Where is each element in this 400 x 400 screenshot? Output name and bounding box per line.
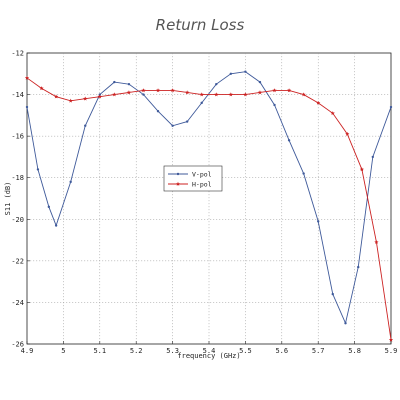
plot-frame xyxy=(26,52,392,345)
data-point-v-pol xyxy=(215,82,218,86)
data-point-h-pol xyxy=(24,75,30,80)
legend-marker-h-pol xyxy=(175,181,181,186)
y-tick-label: -20 xyxy=(11,216,24,224)
y-axis-label: S11 (dB) xyxy=(4,182,12,216)
data-point-h-pol xyxy=(345,131,350,136)
data-point-v-pol xyxy=(127,82,131,86)
data-point-h-pol xyxy=(170,88,175,93)
data-point-v-pol xyxy=(25,105,29,109)
data-point-v-pol xyxy=(287,139,291,142)
chart-title: Return Loss xyxy=(155,16,245,34)
data-point-v-pol xyxy=(36,168,40,171)
x-tick-label: 5.7 xyxy=(312,347,325,355)
data-point-h-pol xyxy=(199,92,204,97)
series-layer xyxy=(24,70,394,342)
data-point-v-pol xyxy=(113,80,116,84)
data-point-v-pol xyxy=(156,110,160,113)
x-tick-label: 5.2 xyxy=(130,347,143,355)
data-point-h-pol xyxy=(243,92,248,97)
y-tick-label: -16 xyxy=(11,133,24,141)
data-point-h-pol xyxy=(39,86,44,91)
data-point-h-pol xyxy=(83,96,88,101)
data-point-h-pol xyxy=(388,337,394,342)
x-tick-label: 5.6 xyxy=(275,347,288,355)
data-point-h-pol xyxy=(286,88,292,93)
data-point-h-pol xyxy=(126,90,132,95)
data-point-v-pol xyxy=(331,292,334,296)
y-tick-label: -24 xyxy=(11,299,24,307)
data-point-v-pol xyxy=(273,103,276,107)
x-tick-label: 4.9 xyxy=(21,347,34,355)
data-point-h-pol xyxy=(112,92,117,97)
data-point-v-pol xyxy=(371,155,374,159)
y-tick-label: -22 xyxy=(11,257,24,265)
data-point-h-pol xyxy=(316,100,321,105)
data-point-v-pol xyxy=(244,70,247,73)
x-tick-label: 5 xyxy=(61,347,65,355)
data-point-h-pol xyxy=(359,167,364,172)
x-tick-label: 5.3 xyxy=(166,347,179,355)
data-point-v-pol xyxy=(302,172,305,175)
data-point-h-pol xyxy=(68,98,73,103)
x-tick-label: 5.5 xyxy=(239,347,252,355)
data-point-v-pol xyxy=(200,101,203,105)
data-point-h-pol xyxy=(330,111,335,116)
data-point-h-pol xyxy=(272,88,277,93)
data-point-h-pol xyxy=(214,92,219,97)
data-point-v-pol xyxy=(357,265,360,269)
data-point-v-pol xyxy=(344,322,347,325)
data-point-h-pol xyxy=(155,88,161,93)
data-point-h-pol xyxy=(54,94,59,99)
data-point-v-pol xyxy=(229,72,233,75)
data-point-v-pol xyxy=(389,105,393,109)
data-point-v-pol xyxy=(54,224,58,227)
data-point-v-pol xyxy=(171,124,174,127)
series-line-h-pol xyxy=(26,77,392,340)
data-point-v-pol xyxy=(84,124,87,127)
data-point-v-pol xyxy=(317,220,320,223)
data-point-h-pol xyxy=(97,94,102,99)
data-point-v-pol xyxy=(69,180,72,184)
y-tick-label: -26 xyxy=(11,341,24,349)
data-point-h-pol xyxy=(228,92,233,97)
x-tick-label: 5.4 xyxy=(203,347,216,355)
legend-label-v-pol: V-pol xyxy=(192,171,212,179)
y-tick-label: -18 xyxy=(11,174,24,182)
x-tick-label: 5.1 xyxy=(93,347,106,355)
y-tick-label: -12 xyxy=(11,50,24,58)
tick-labels: 4.9 5 5.1 5.2 5.3 5.4 5.5 5.6 5.7 5.8 5.9 -26 -24 -22… xyxy=(11,50,397,356)
data-point-h-pol xyxy=(141,88,146,93)
legend-box xyxy=(163,165,223,192)
data-point-h-pol xyxy=(301,92,306,97)
data-point-v-pol xyxy=(258,80,262,84)
data-point-h-pol xyxy=(185,90,190,95)
data-point-h-pol xyxy=(257,90,263,95)
data-point-h-pol xyxy=(374,239,379,244)
legend: V-pol H-pol xyxy=(163,165,223,192)
x-tick-label: 5.8 xyxy=(348,347,361,355)
legend-marker-v-pol xyxy=(176,172,180,176)
y-tick-label: -14 xyxy=(11,91,24,99)
data-point-v-pol xyxy=(185,120,189,123)
x-tick-label: 5.9 xyxy=(385,347,398,355)
legend-label-h-pol: H-pol xyxy=(192,181,212,189)
x-axis-label: frequency (GHz) xyxy=(177,352,240,360)
data-point-v-pol xyxy=(142,93,145,96)
data-point-v-pol xyxy=(47,205,51,209)
